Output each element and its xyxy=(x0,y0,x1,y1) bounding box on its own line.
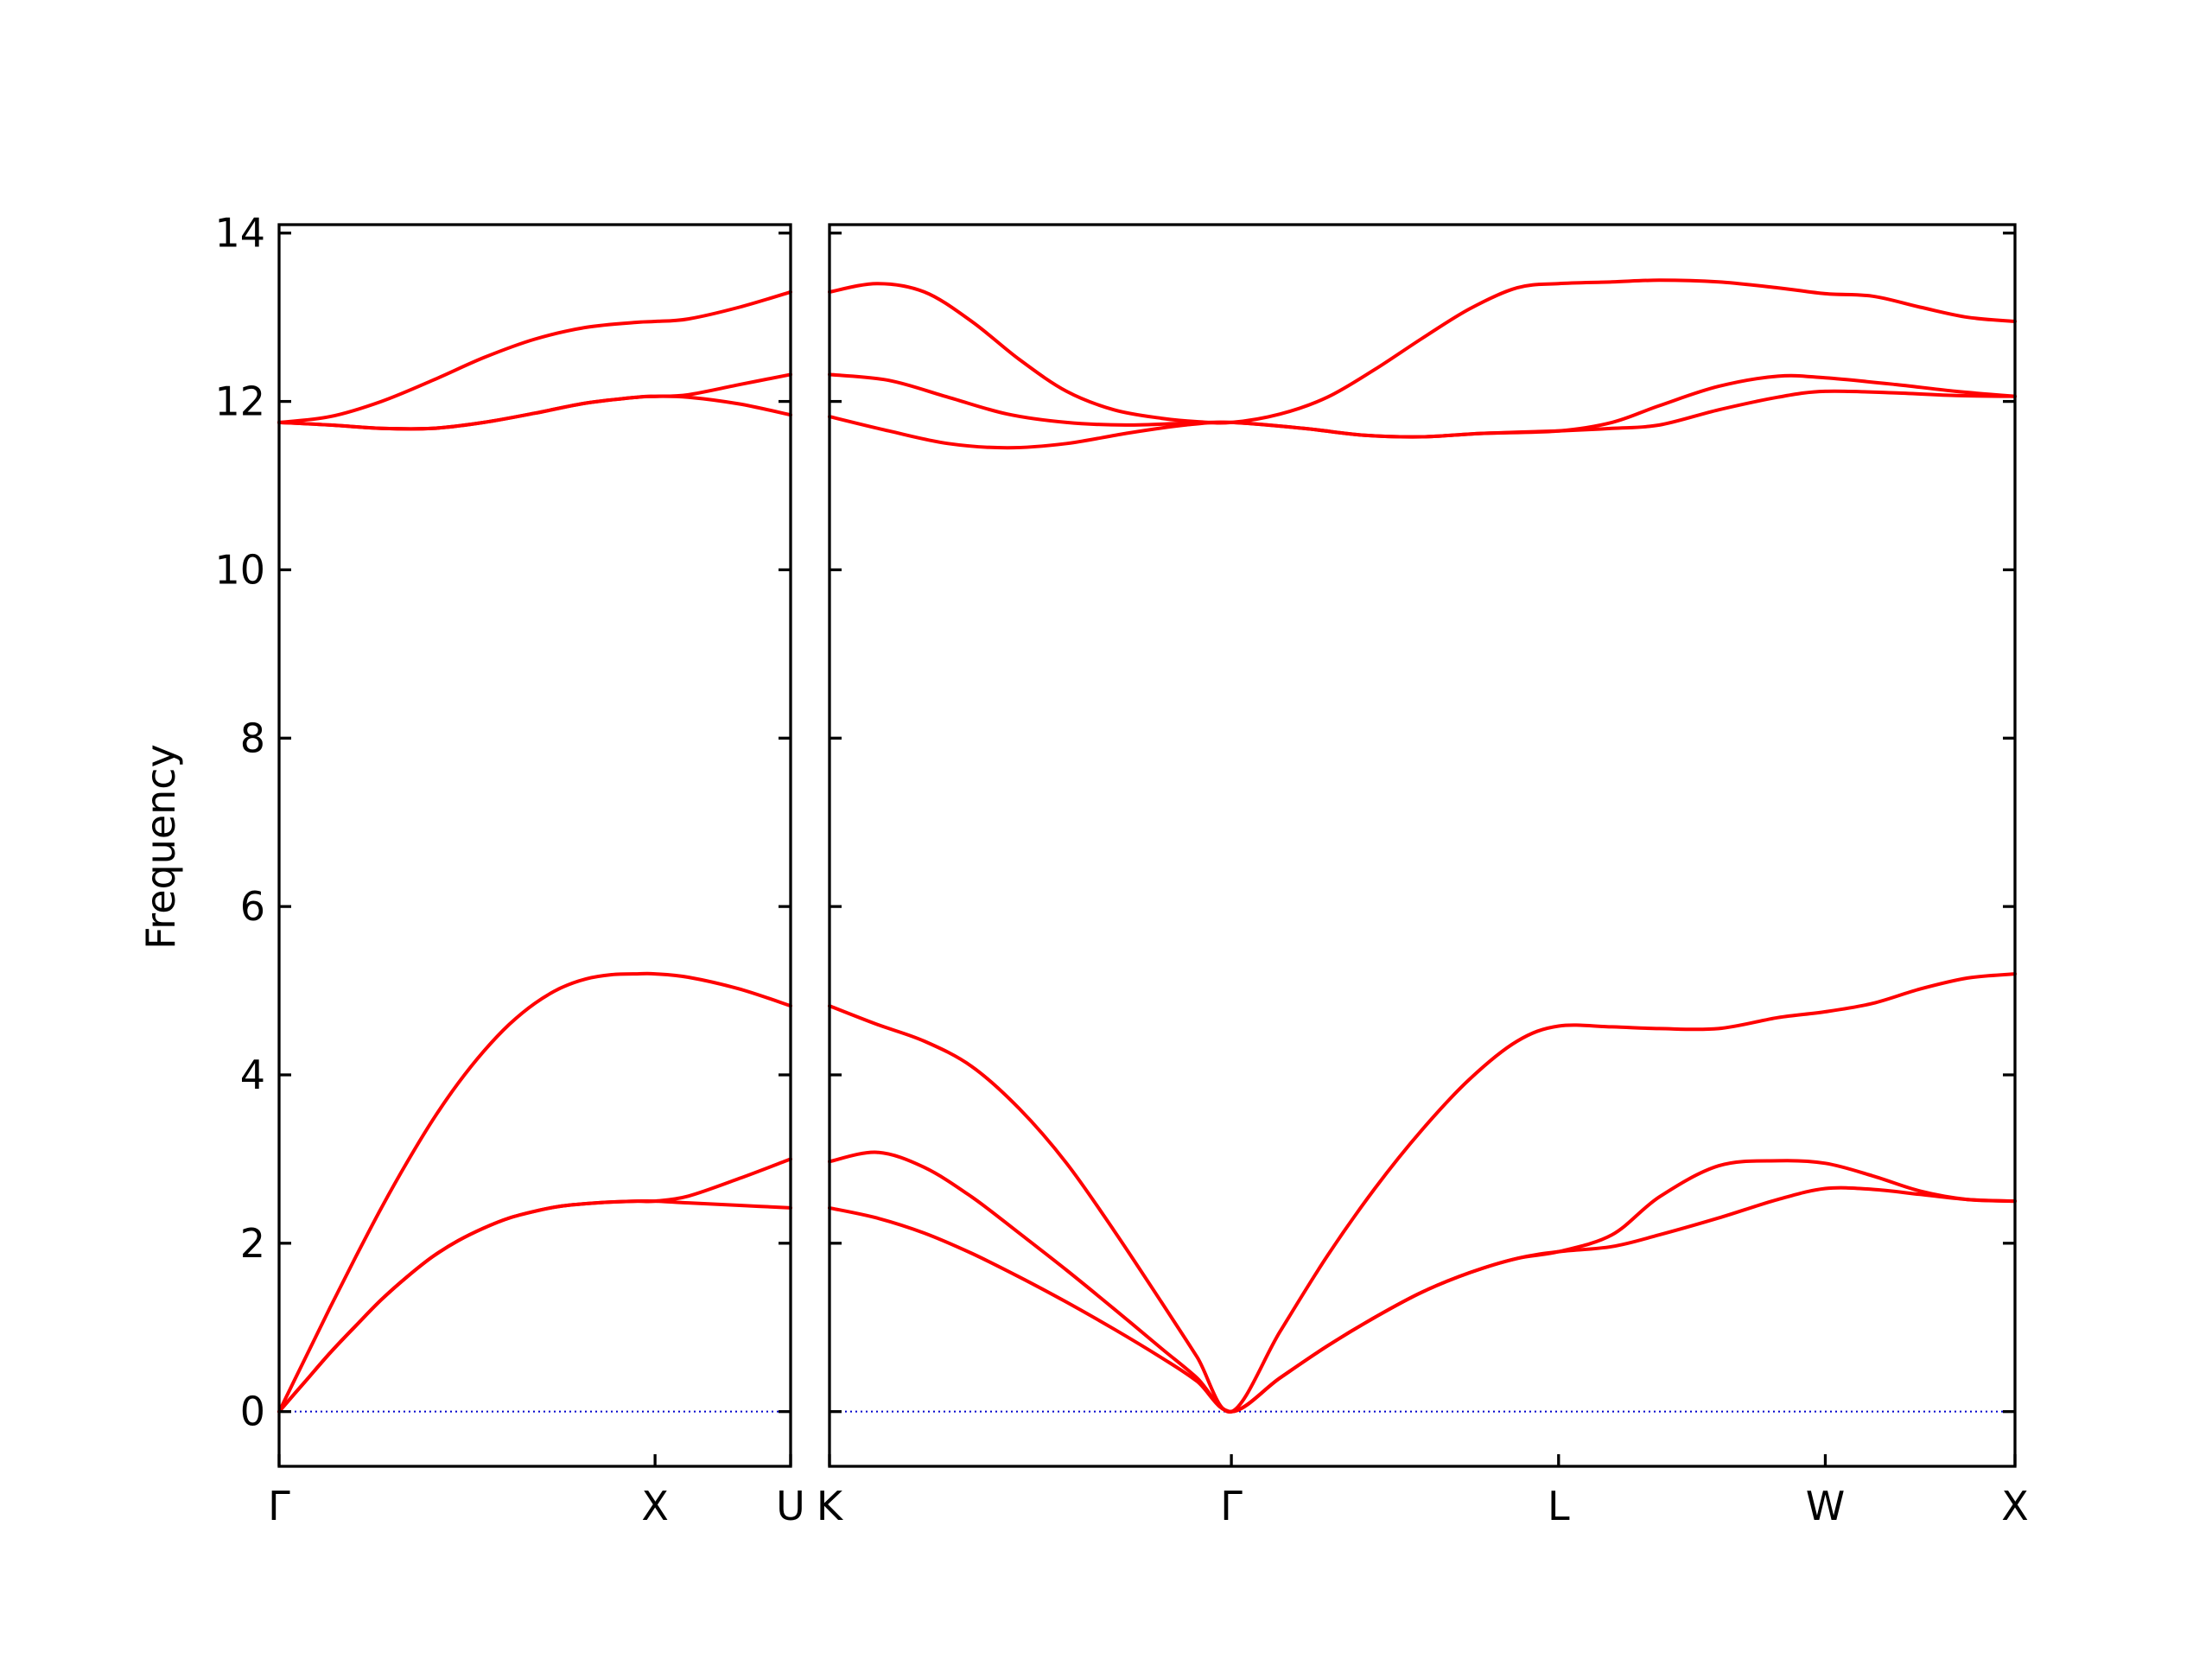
plot-frame xyxy=(277,223,792,1468)
x-tick-label: X xyxy=(641,1483,669,1529)
band-line-4 xyxy=(828,389,2017,450)
y-tick-label: 6 xyxy=(240,883,265,930)
band-line-6 xyxy=(277,289,792,424)
x-tick-label: L xyxy=(1548,1483,1570,1529)
y-tick-label: 8 xyxy=(240,715,265,761)
y-tick-label: 14 xyxy=(214,210,265,257)
band-line-2 xyxy=(277,1157,792,1414)
y-tick-label: 12 xyxy=(214,378,265,425)
plot-frame xyxy=(828,223,2017,1468)
band-line-5 xyxy=(277,372,792,431)
y-tick-label: 0 xyxy=(240,1389,265,1435)
y-tick-label: 10 xyxy=(214,546,265,593)
band-line-3 xyxy=(828,972,2017,1414)
x-tick-label: U xyxy=(776,1483,805,1529)
band-line-3 xyxy=(277,971,792,1414)
band-line-6 xyxy=(828,278,2017,425)
x-tick-label: K xyxy=(817,1483,844,1529)
y-axis-label: Frequency xyxy=(137,744,184,950)
chart-panel-left: 0 2 4 6 8 10 12 14 Γ X U xyxy=(214,210,804,1529)
x-tick-label: X xyxy=(2001,1483,2029,1529)
x-tick-label: Γ xyxy=(268,1483,290,1529)
band-line-1 xyxy=(277,1198,792,1414)
band-line-2 xyxy=(828,1150,2017,1414)
band-line-5 xyxy=(828,372,2017,439)
band-line-1 xyxy=(828,1185,2017,1414)
x-tick-label: W xyxy=(1806,1483,1845,1529)
y-tick-label: 2 xyxy=(240,1220,265,1267)
y-tick-label: 4 xyxy=(240,1052,265,1098)
x-tick-label: Γ xyxy=(1220,1483,1243,1529)
